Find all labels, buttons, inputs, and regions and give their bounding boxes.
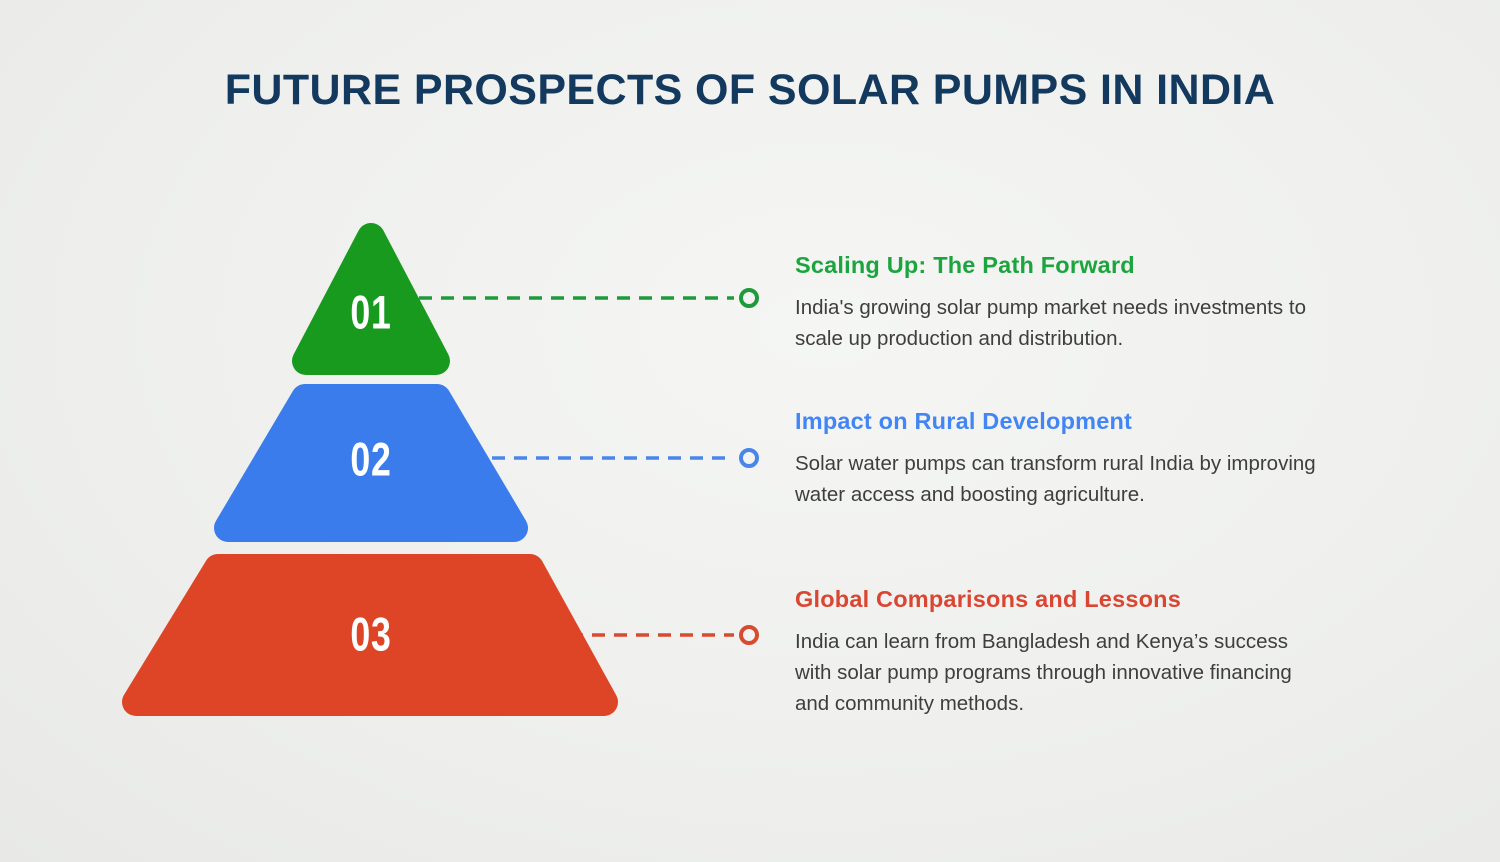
pyramid-level-1-shape xyxy=(292,223,450,375)
section-global-comparisons: Global Comparisons and Lessons India can… xyxy=(795,585,1415,719)
section-1-body-line-2: scale up production and distribution. xyxy=(795,327,1124,350)
section-1-heading: Scaling Up: The Path Forward xyxy=(795,252,1135,278)
section-3-heading: Global Comparisons and Lessons xyxy=(795,586,1181,612)
section-3-body-line-1: India can learn from Bangladesh and Keny… xyxy=(795,630,1289,653)
pyramid-level-2-shape xyxy=(214,384,528,542)
section-2-body-line-2: water access and boosting agriculture. xyxy=(795,483,1145,506)
section-1-body-line-1: India's growing solar pump market needs … xyxy=(795,296,1306,319)
section-2-body-line-1: Solar water pumps can transform rural In… xyxy=(795,452,1316,475)
section-3-body-line-2: with solar pump programs through innovat… xyxy=(795,661,1292,684)
section-3-body-line-3: and community methods. xyxy=(795,692,1025,715)
section-2-heading: Impact on Rural Development xyxy=(795,408,1133,434)
pyramid-level-3-number: 03 xyxy=(350,607,392,661)
connector-endpoint-circle-3 xyxy=(739,625,759,645)
connector-endpoint-circle-1 xyxy=(739,288,759,308)
connector-endpoint-circle-2 xyxy=(739,448,759,468)
pyramid-level-1-number: 01 xyxy=(350,285,392,339)
pyramid-level-2-number: 02 xyxy=(350,432,392,486)
section-rural-development: Impact on Rural Development Solar water … xyxy=(795,407,1415,510)
section-scaling-up: Scaling Up: The Path Forward India's gro… xyxy=(795,251,1415,354)
pyramid-level-3-shape xyxy=(122,554,618,716)
page-title: FUTURE PROSPECTS OF SOLAR PUMPS IN INDIA xyxy=(224,66,1276,114)
